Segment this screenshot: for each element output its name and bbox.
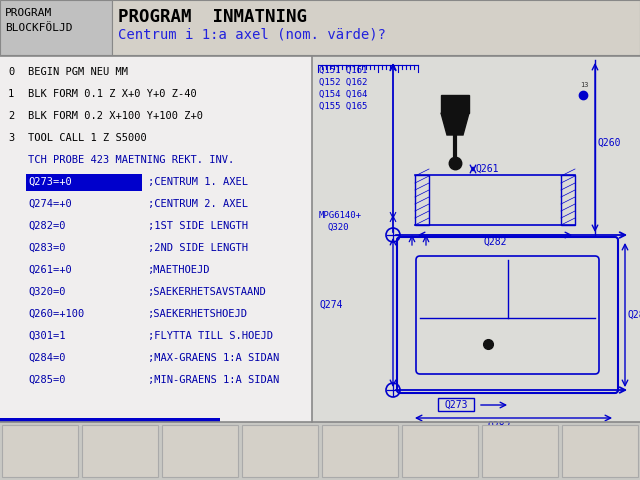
Bar [0,418,220,422]
Bar [82,425,158,477]
Text: TOOL CALL 1 Z S5000: TOOL CALL 1 Z S5000 [28,133,147,143]
Text: ;SAEKERHETSHOEJD: ;SAEKERHETSHOEJD [148,309,248,319]
Bar [312,55,640,422]
Text: PROGRAM  INMATNING: PROGRAM INMATNING [118,8,307,26]
Bar [162,425,238,477]
Text: Q152 Q162: Q152 Q162 [319,77,367,86]
Text: Q273=+0: Q273=+0 [28,177,72,187]
Text: Q274=+0: Q274=+0 [28,199,72,209]
Text: ;SAEKERHETSAVSTAAND: ;SAEKERHETSAVSTAAND [148,287,267,297]
Text: Q282: Q282 [483,237,507,247]
Text: Q151 Q161: Q151 Q161 [319,65,367,74]
Text: Q261=+0: Q261=+0 [28,265,72,275]
Text: ;MIN-GRAENS 1:A SIDAN: ;MIN-GRAENS 1:A SIDAN [148,375,279,385]
Bar [26,173,142,191]
Bar [0,55,312,422]
Text: ;1ST SIDE LENGTH: ;1ST SIDE LENGTH [148,221,248,231]
Text: Q285=0: Q285=0 [28,375,65,385]
Text: Q274: Q274 [319,300,342,310]
Bar [0,0,112,55]
Polygon shape [441,113,469,135]
Text: Q282: Q282 [488,421,511,431]
Bar [0,422,640,480]
Text: 1: 1 [8,89,14,99]
Bar [112,0,640,55]
Text: ;FLYTTA TILL S.HOEJD: ;FLYTTA TILL S.HOEJD [148,331,273,341]
Text: Q283: Q283 [628,310,640,320]
Text: 13: 13 [580,82,589,88]
Text: Q284=0: Q284=0 [28,353,65,363]
Text: Q273: Q273 [444,400,468,410]
Bar [2,425,78,477]
Bar [561,175,575,225]
Bar [438,398,474,411]
Text: Q283=0: Q283=0 [28,243,65,253]
Text: BLK FORM 0.2 X+100 Y+100 Z+0: BLK FORM 0.2 X+100 Y+100 Z+0 [28,111,203,121]
Text: BLK FORM 0.1 Z X+0 Y+0 Z-40: BLK FORM 0.1 Z X+0 Y+0 Z-40 [28,89,196,99]
Bar [562,425,638,477]
Bar [322,425,398,477]
Bar [242,425,318,477]
Text: MPG6140+: MPG6140+ [319,211,362,220]
Text: Q320=0: Q320=0 [28,287,65,297]
Text: BLOCKFÖLJD: BLOCKFÖLJD [5,23,72,33]
Text: ;MAETHOEJD: ;MAETHOEJD [148,265,211,275]
Text: Q154 Q164: Q154 Q164 [319,89,367,98]
Text: 2: 2 [8,111,14,121]
Text: Q282=0: Q282=0 [28,221,65,231]
Text: Q320: Q320 [327,223,349,232]
Text: Centrum i 1:a axel (nom. värde)?: Centrum i 1:a axel (nom. värde)? [118,28,386,42]
Text: Q261: Q261 [476,164,499,174]
Text: ;CENTRUM 2. AXEL: ;CENTRUM 2. AXEL [148,199,248,209]
Text: Q301=1: Q301=1 [28,331,65,341]
Text: Q155 Q165: Q155 Q165 [319,101,367,110]
Text: 0: 0 [8,67,14,77]
Text: 3: 3 [8,133,14,143]
Text: Q260=+100: Q260=+100 [28,309,84,319]
Bar [482,425,558,477]
Text: ;MAX-GRAENS 1:A SIDAN: ;MAX-GRAENS 1:A SIDAN [148,353,279,363]
Text: ;2ND SIDE LENGTH: ;2ND SIDE LENGTH [148,243,248,253]
Bar [441,95,469,113]
Text: TCH PROBE 423 MAETNING REKT. INV.: TCH PROBE 423 MAETNING REKT. INV. [28,155,234,165]
Text: ;CENTRUM 1. AXEL: ;CENTRUM 1. AXEL [148,177,248,187]
Text: Q260: Q260 [598,137,621,147]
Bar [402,425,478,477]
Text: PROGRAM: PROGRAM [5,8,52,18]
Bar [415,175,429,225]
Text: BEGIN PGM NEU MM: BEGIN PGM NEU MM [28,67,128,77]
